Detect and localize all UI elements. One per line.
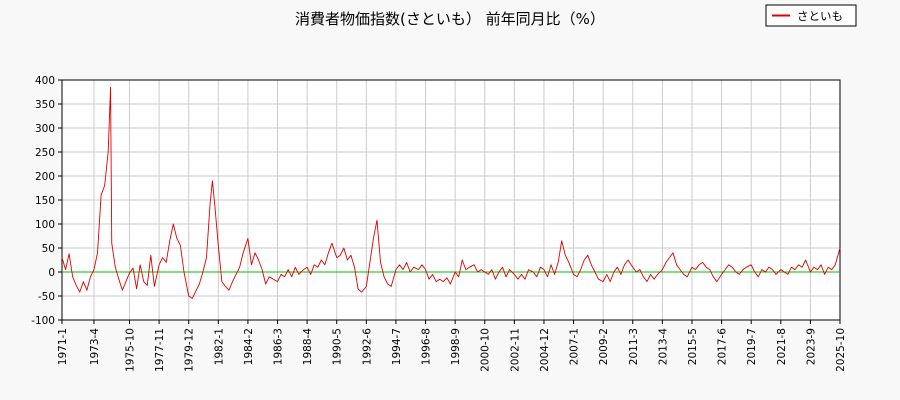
x-tick-label: 2015-5 — [687, 328, 699, 365]
legend-label: さといも — [797, 9, 843, 23]
y-tick-label: 150 — [35, 195, 55, 207]
y-tick-label: 50 — [42, 243, 55, 255]
x-tick-label: 1975-10 — [124, 328, 136, 372]
x-tick-label: 2000-10 — [480, 328, 492, 372]
x-tick-label: 1994-7 — [391, 328, 403, 365]
x-tick-label: 1979-12 — [184, 328, 196, 372]
series-line — [61, 86, 841, 299]
x-tick-label: 2021-8 — [776, 328, 788, 365]
x-tick-label: 2017-6 — [717, 328, 729, 366]
y-tick-label: 250 — [35, 147, 55, 159]
axes: -100 -50 0 50 100 150 200 250 300 350 400 1971-1 197… — [31, 75, 847, 372]
x-tick-label: 2023-9 — [805, 328, 817, 365]
y-tick-label: 300 — [35, 123, 55, 135]
y-tick-label: -100 — [31, 315, 55, 327]
x-tick-label: 2002-11 — [509, 328, 521, 372]
x-tick-label: 1984-2 — [243, 328, 255, 365]
x-tick-label: 1971-1 — [57, 328, 69, 365]
y-tick-label: 0 — [48, 267, 55, 279]
y-tick-label: -50 — [38, 291, 55, 303]
y-tick-label: 350 — [35, 99, 55, 111]
x-tick-label: 2004-12 — [539, 328, 551, 372]
legend: さといも — [765, 4, 857, 27]
chart-title: 消費者物価指数(さといも） 前年同月比（%） — [295, 10, 605, 28]
grid — [61, 79, 841, 321]
x-tick-label: 1986-3 — [273, 328, 285, 365]
x-tick-label: 1988-4 — [302, 328, 314, 366]
x-tick-label: 2013-4 — [657, 328, 669, 366]
x-tick-label: 1992-6 — [361, 328, 373, 366]
x-tick-label: 2019-7 — [746, 328, 758, 365]
x-tick-label: 2009-2 — [598, 328, 610, 365]
y-tick-label: 100 — [35, 219, 55, 231]
x-tick-label: 1998-9 — [450, 328, 462, 365]
series-group — [61, 86, 841, 299]
x-tick-label: 1973-4 — [89, 328, 101, 366]
legend-box — [765, 4, 857, 27]
x-tick-label: 2025-10 — [835, 328, 847, 372]
x-tick-label: 1982-1 — [213, 328, 225, 365]
plot-frame — [61, 79, 841, 321]
x-tick-label: 2011-3 — [628, 328, 640, 365]
x-tick-label: 2007-1 — [569, 328, 581, 365]
x-tick-label: 1977-11 — [154, 328, 166, 372]
x-tick-label: 1996-8 — [421, 328, 433, 365]
y-tick-label: 400 — [35, 75, 55, 87]
x-tick-label: 1990-5 — [332, 328, 344, 365]
y-tick-label: 200 — [35, 171, 55, 183]
